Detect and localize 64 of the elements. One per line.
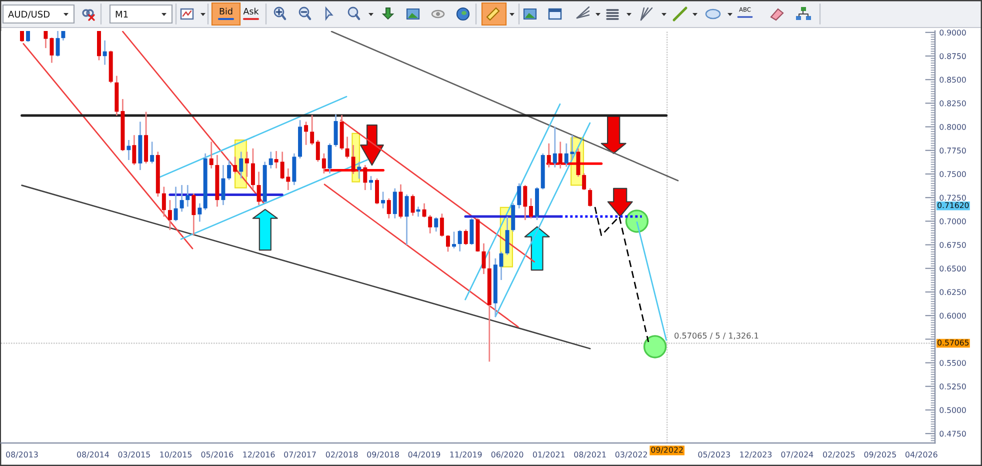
candlestick <box>244 151 249 178</box>
candlestick <box>20 31 24 43</box>
candlestick <box>304 121 308 146</box>
candlestick <box>529 198 533 220</box>
candlestick <box>180 184 184 212</box>
candlestick <box>322 152 326 174</box>
candlestick <box>221 164 226 206</box>
candlestick <box>381 191 386 210</box>
candlestick <box>363 164 368 191</box>
candlestick <box>505 216 510 256</box>
candlestick <box>268 151 273 170</box>
candlestick <box>274 150 278 170</box>
candlestick <box>168 199 172 231</box>
text: Bid <box>220 8 232 15</box>
candlestick <box>434 216 438 232</box>
candlestick <box>174 186 178 222</box>
candlestick <box>558 141 562 170</box>
candlestick <box>239 151 244 180</box>
candlestick <box>316 139 320 162</box>
candlestick <box>102 40 107 66</box>
candlestick <box>256 171 261 206</box>
candlestick <box>576 148 580 178</box>
candlestick <box>375 178 379 205</box>
candlestick <box>126 139 131 161</box>
candlestick <box>452 230 456 250</box>
candlestick <box>26 31 30 43</box>
candlestick <box>546 142 551 168</box>
candlestick <box>446 234 450 252</box>
candlestick <box>250 148 255 190</box>
text: AUD/USD <box>8 10 50 18</box>
candlestick <box>345 136 350 160</box>
candlestick <box>440 212 444 238</box>
candlestick <box>310 114 314 146</box>
candlestick <box>410 194 415 216</box>
candlestick <box>233 156 238 174</box>
candlestick <box>588 188 592 208</box>
text: Ask <box>243 8 259 15</box>
candlestick <box>56 31 60 58</box>
candlestick <box>209 141 214 170</box>
candlestick <box>386 198 391 220</box>
candlestick <box>328 142 332 174</box>
candlestick <box>132 134 136 166</box>
candlestick <box>517 182 522 210</box>
candlestick <box>61 31 66 42</box>
candlestick <box>552 126 557 168</box>
candlestick <box>334 114 338 148</box>
candlestick <box>192 192 196 236</box>
candlestick <box>464 228 468 246</box>
candlestick <box>582 172 586 191</box>
candlestick <box>198 202 202 222</box>
candlestick <box>186 184 190 208</box>
candlestick <box>351 144 356 175</box>
candlestick <box>458 229 462 252</box>
candlestick <box>392 188 397 220</box>
candlestick <box>357 161 362 180</box>
candlestick <box>44 31 48 49</box>
candlestick <box>150 141 154 164</box>
text: M1 <box>116 10 128 18</box>
candlestick <box>227 159 232 181</box>
candlestick <box>523 184 528 221</box>
annotation: 0.57065 / 5 / 1,326.1 <box>674 332 758 340</box>
candlestick <box>368 175 373 191</box>
candlestick <box>162 186 166 218</box>
candlestick <box>428 214 432 234</box>
